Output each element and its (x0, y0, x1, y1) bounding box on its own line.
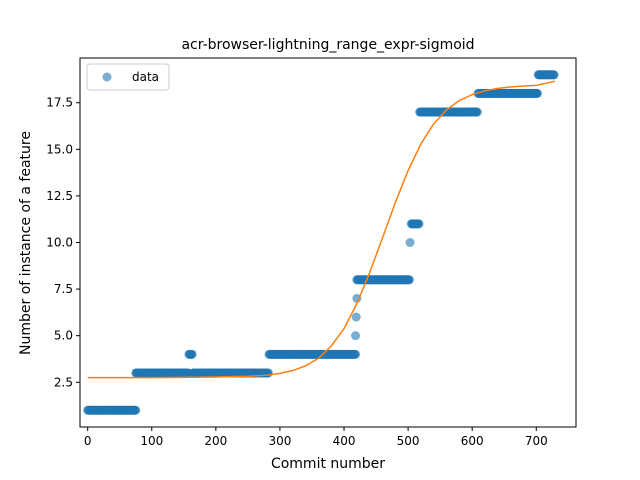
chart-title: acr-browser-lightning_range_expr-sigmoid (181, 37, 474, 53)
data-point (131, 405, 141, 415)
y-tick-label: 15.0 (46, 142, 73, 156)
y-tick-label: 2.5 (54, 375, 73, 389)
x-axis-label: Commit number (271, 456, 385, 472)
x-tick-label: 200 (204, 434, 227, 448)
axes: 0 100 200 300 400 500 600 700 2.5 5.0 7.5 10.0 12.5 1… (46, 57, 577, 448)
x-tick-label: 400 (333, 434, 356, 448)
y-tick-label: 7.5 (54, 282, 73, 296)
y-tick-label: 17.5 (46, 96, 73, 110)
x-tick-label: 500 (397, 434, 420, 448)
data-point (404, 275, 414, 285)
x-tick-label: 100 (140, 434, 163, 448)
data-point (472, 107, 482, 117)
data-point (405, 238, 415, 247)
data-point (352, 293, 362, 303)
x-tick-label: 0 (84, 434, 92, 448)
y-axis-label: Number of instance of a feature (18, 131, 34, 355)
legend-marker-data (102, 72, 112, 82)
y-tick-label: 12.5 (46, 189, 73, 203)
data-point (263, 368, 273, 378)
legend-frame (86, 63, 170, 91)
data-point (187, 349, 197, 359)
y-tick-label: 5.0 (54, 329, 73, 343)
data-point (351, 312, 361, 322)
plot-area (83, 70, 559, 415)
legend-label-data: data (132, 70, 159, 84)
y-tick-label: 10.0 (46, 236, 73, 250)
data-point (549, 70, 559, 80)
x-tick-label: 700 (525, 434, 548, 448)
data-point (533, 88, 543, 98)
legend: data (86, 63, 170, 91)
data-point (351, 331, 361, 341)
sigmoid-fit-line (87, 80, 556, 379)
data-point (351, 349, 361, 359)
x-tick-label: 300 (268, 434, 291, 448)
x-tick-label: 600 (461, 434, 484, 448)
data-point (414, 219, 424, 229)
